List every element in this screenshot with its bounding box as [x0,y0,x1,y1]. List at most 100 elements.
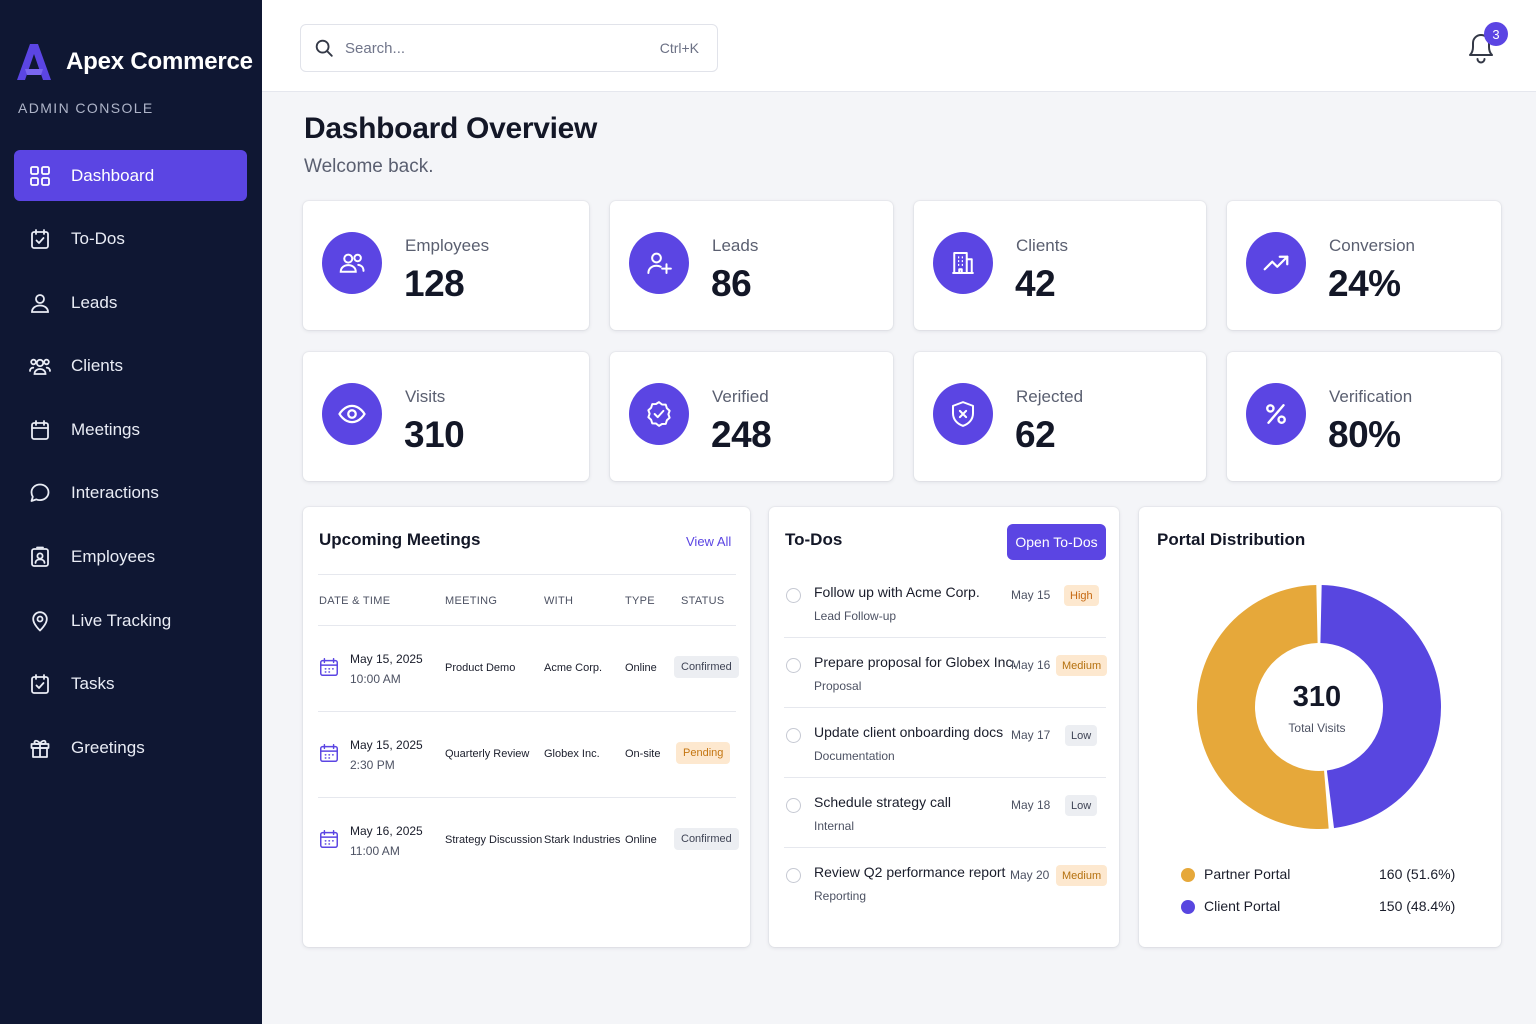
stat-card-verified[interactable]: Verified 248 [610,352,893,481]
search-input[interactable] [345,39,660,57]
sidebar-item-label: Leads [71,292,118,312]
stat-value: 310 [404,414,465,455]
status-badge: Pending [676,742,731,764]
search-box[interactable]: Ctrl+K [300,24,718,72]
todo-item[interactable]: Update client onboarding docs Documentat… [784,708,1106,778]
users-icon [28,354,52,378]
todo-title: Review Q2 performance report [814,864,1006,880]
stat-card-leads[interactable]: Leads 86 [610,201,893,330]
meetings-title: Upcoming Meetings [319,530,481,549]
table-header: DATE & TIME MEETING WITH TYPE STATUS [318,574,736,626]
user-icon [28,291,52,315]
brand-name: Apex Commerce [66,48,253,75]
status-badge: Confirmed [674,656,739,678]
meetings-panel: Upcoming Meetings View All DATE & TIME M… [303,507,750,947]
column-header[interactable]: STATUS [681,595,725,607]
stat-card-clients[interactable]: Clients 42 [914,201,1206,330]
meeting-with: Acme Corp. [544,662,603,674]
donut-center-value: 310 [1292,681,1342,713]
meeting-name: Product Demo [445,662,516,674]
brand[interactable]: Apex Commerce [16,42,253,82]
column-header[interactable]: DATE & TIME [319,595,391,607]
todo-item[interactable]: Prepare proposal for Globex Inc. Proposa… [784,638,1108,708]
todos-panel: To-Dos Open To-Dos Follow up with Acme C… [769,507,1119,947]
todo-date: May 18 [1011,798,1051,812]
page-subtitle: Welcome back. [304,156,434,177]
stat-value: 80% [1328,414,1401,455]
stat-value: 248 [711,414,772,455]
donut-slice-partner-portal[interactable] [1196,585,1329,829]
sidebar-item-label: Greetings [71,737,145,757]
table-row[interactable]: May 15, 2025 10:00 AM Product Demo Acme … [318,626,739,712]
sidebar-item-todos[interactable]: To-Dos [14,214,247,265]
sidebar-item-leads[interactable]: Leads [14,277,247,328]
notifications-button[interactable] [1464,28,1498,66]
stat-card-employees[interactable]: Employees 128 [303,201,589,330]
stat-card-visits[interactable]: Visits 310 [303,352,589,481]
todo-checkbox[interactable] [786,798,801,813]
legend-value: 160 (51.6%) [1379,866,1456,882]
sidebar-item-label: Employees [71,547,156,567]
sidebar-item-greetings[interactable]: Greetings [14,722,247,773]
stat-label: Leads [712,236,759,255]
stat-label: Visits [405,387,446,406]
stat-card-conversion[interactable]: Conversion 24% [1227,201,1501,330]
calendar-icon [28,418,52,442]
sidebar-item-label: Meetings [71,419,140,439]
priority-badge: High [1064,585,1099,606]
priority-badge: Medium [1056,865,1108,886]
calendar-icon [318,828,340,850]
meeting-with: Globex Inc. [544,748,600,760]
todo-date: May 17 [1011,728,1051,742]
brand-subtitle: ADMIN CONSOLE [18,100,154,116]
todo-item[interactable]: Follow up with Acme Corp. Lead Follow-up… [784,568,1106,638]
sidebar-item-meetings[interactable]: Meetings [14,404,247,455]
users-icon [322,232,382,294]
sidebar-item-clients[interactable]: Clients [14,341,247,392]
sidebar-nav: Dashboard To-Dos Leads Clients Meetings … [14,150,247,786]
todos-title: To-Dos [785,530,843,549]
sidebar-item-tasks[interactable]: Tasks [14,659,247,710]
meeting-time: 2:30 PM [350,758,395,772]
table-row[interactable]: May 15, 2025 2:30 PM Quarterly Review Gl… [318,712,736,798]
legend-item-client[interactable]: Client Portal 150 (48.4%) [1181,895,1461,917]
building-icon [933,232,993,294]
todo-item[interactable]: Schedule strategy call Internal May 18 L… [784,778,1106,848]
todo-category: Proposal [814,679,862,693]
todo-item[interactable]: Review Q2 performance report Reporting M… [784,848,1108,918]
legend-label: Client Portal [1204,898,1281,914]
legend-value: 150 (48.4%) [1379,898,1456,914]
open-todos-button[interactable]: Open To-Dos [1007,524,1106,560]
donut-slice-client-portal[interactable] [1320,585,1441,829]
sidebar-item-dashboard[interactable]: Dashboard [14,150,247,201]
sidebar-item-employees[interactable]: Employees [14,532,247,583]
legend-item-partner[interactable]: Partner Portal 160 (51.6%) [1181,863,1461,885]
legend-dot-partner [1181,868,1195,882]
view-all-link[interactable]: View All [686,534,732,549]
legend-dot-client [1181,900,1195,914]
stat-card-verification[interactable]: Verification 80% [1227,352,1501,481]
stat-label: Clients [1016,236,1068,255]
stat-value: 128 [404,263,465,304]
meeting-name: Quarterly Review [445,748,530,760]
column-header[interactable]: TYPE [625,595,655,607]
meeting-type: On-site [625,748,661,760]
todo-checkbox[interactable] [786,588,801,603]
status-badge: Confirmed [674,828,739,850]
table-row[interactable]: May 16, 2025 11:00 AM Strategy Discussio… [318,798,739,884]
grid-icon [28,164,52,188]
sidebar-item-live-tracking[interactable]: Live Tracking [14,595,247,646]
meeting-with: Stark Industries [544,834,621,846]
meeting-type: Online [625,834,657,846]
sidebar-item-interactions[interactable]: Interactions [14,468,247,519]
column-header[interactable]: MEETING [445,595,498,607]
topbar: Ctrl+K 3 [262,0,1536,92]
column-header[interactable]: WITH [544,595,574,607]
todo-checkbox[interactable] [786,868,801,883]
todo-title: Update client onboarding docs [814,724,1004,740]
stat-card-rejected[interactable]: Rejected 62 [914,352,1206,481]
sidebar-item-label: Live Tracking [71,610,172,630]
todo-checkbox[interactable] [786,728,801,743]
stat-label: Conversion [1329,236,1415,255]
todo-checkbox[interactable] [786,658,801,673]
